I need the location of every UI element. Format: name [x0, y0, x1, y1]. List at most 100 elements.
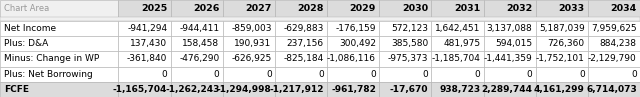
Bar [223, 21, 275, 36]
Bar [223, 51, 275, 67]
Text: 7,959,625: 7,959,625 [591, 24, 637, 33]
Bar [327, 36, 379, 51]
Bar [0, 0, 118, 17]
Text: 2027: 2027 [245, 4, 272, 13]
Bar [327, 51, 379, 67]
Bar [483, 67, 536, 82]
Text: 158,458: 158,458 [182, 39, 220, 48]
Bar [0, 51, 118, 67]
Bar [588, 21, 640, 36]
Text: 237,156: 237,156 [287, 39, 324, 48]
Text: FCFE: FCFE [4, 85, 29, 94]
Bar [170, 51, 223, 67]
Bar [431, 0, 484, 17]
Bar [275, 82, 327, 97]
Text: 4,161,299: 4,161,299 [534, 85, 585, 94]
Bar [483, 82, 536, 97]
Bar [431, 51, 484, 67]
Text: Plus: D&A: Plus: D&A [4, 39, 48, 48]
Text: -941,294: -941,294 [127, 24, 167, 33]
Bar [380, 0, 431, 17]
Text: -2,129,790: -2,129,790 [588, 54, 637, 63]
Text: -1,165,704: -1,165,704 [113, 85, 167, 94]
Bar [431, 82, 484, 97]
Bar [275, 0, 327, 17]
Bar [380, 67, 431, 82]
Bar [118, 0, 170, 17]
Text: 2032: 2032 [506, 4, 532, 13]
Bar [588, 82, 640, 97]
Bar [588, 67, 640, 82]
Text: 0: 0 [371, 70, 376, 79]
Text: 300,492: 300,492 [339, 39, 376, 48]
Text: -1,441,359: -1,441,359 [484, 54, 532, 63]
Bar [431, 67, 484, 82]
Bar [223, 0, 275, 17]
Text: 2031: 2031 [454, 4, 480, 13]
Bar [327, 0, 379, 17]
Bar [483, 36, 536, 51]
Text: 5,187,039: 5,187,039 [539, 24, 585, 33]
Bar [536, 21, 588, 36]
Text: Chart Area: Chart Area [4, 4, 49, 13]
Bar [431, 36, 484, 51]
Text: -361,840: -361,840 [127, 54, 167, 63]
Text: 726,360: 726,360 [547, 39, 585, 48]
Text: 6,714,073: 6,714,073 [586, 85, 637, 94]
Text: 2,289,744: 2,289,744 [481, 85, 532, 94]
Text: 2030: 2030 [402, 4, 428, 13]
Text: -629,883: -629,883 [284, 24, 324, 33]
Bar [588, 51, 640, 67]
Bar [327, 21, 379, 36]
Bar [536, 36, 588, 51]
Text: -961,782: -961,782 [331, 85, 376, 94]
Bar [118, 82, 170, 97]
Bar [483, 51, 536, 67]
Bar [170, 67, 223, 82]
Text: 572,123: 572,123 [391, 24, 428, 33]
Bar [0, 17, 640, 21]
Text: 0: 0 [318, 70, 324, 79]
Bar [588, 36, 640, 51]
Bar [588, 0, 640, 17]
Bar [431, 21, 484, 36]
Bar [536, 51, 588, 67]
Bar [223, 67, 275, 82]
Text: Minus: Change in WP: Minus: Change in WP [4, 54, 99, 63]
Text: 884,238: 884,238 [600, 39, 637, 48]
Bar [223, 82, 275, 97]
Text: -1,262,243: -1,262,243 [165, 85, 220, 94]
Text: -1,217,912: -1,217,912 [269, 85, 324, 94]
Bar [118, 51, 170, 67]
Bar [0, 82, 118, 97]
Bar [223, 36, 275, 51]
Bar [380, 21, 431, 36]
Text: -1,086,116: -1,086,116 [327, 54, 376, 63]
Text: 0: 0 [214, 70, 220, 79]
Text: 481,975: 481,975 [443, 39, 480, 48]
Bar [536, 0, 588, 17]
Bar [327, 82, 379, 97]
Text: 0: 0 [162, 70, 167, 79]
Text: 0: 0 [579, 70, 585, 79]
Bar [170, 0, 223, 17]
Bar [170, 36, 223, 51]
Text: -626,925: -626,925 [232, 54, 272, 63]
Bar [118, 21, 170, 36]
Bar [536, 67, 588, 82]
Text: -1,752,101: -1,752,101 [536, 54, 585, 63]
Text: 0: 0 [631, 70, 637, 79]
Text: 2026: 2026 [193, 4, 220, 13]
Bar [275, 21, 327, 36]
Text: -1,185,704: -1,185,704 [431, 54, 480, 63]
Bar [380, 36, 431, 51]
Text: -476,290: -476,290 [179, 54, 220, 63]
Text: 938,723: 938,723 [439, 85, 480, 94]
Bar [170, 82, 223, 97]
Text: -859,003: -859,003 [231, 24, 272, 33]
Bar [380, 51, 431, 67]
Text: -1,294,998: -1,294,998 [217, 85, 272, 94]
Text: -17,670: -17,670 [390, 85, 428, 94]
Bar [0, 36, 118, 51]
Text: -975,373: -975,373 [388, 54, 428, 63]
